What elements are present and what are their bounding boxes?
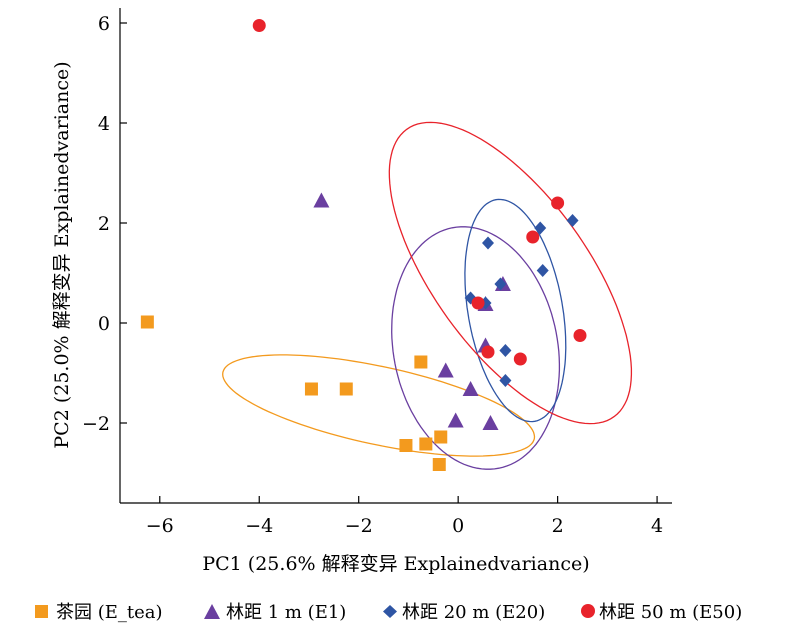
y-ticks: −2 0 2 4 6 [82, 13, 127, 435]
data-point-circle [252, 19, 266, 32]
legend: 茶园 (E_tea) 林距 1 m (E1) 林距 20 m (E20) 林距 … [35, 602, 742, 623]
data-point-triangle [437, 362, 454, 378]
y-tick-label: 6 [98, 13, 110, 35]
data-point-circle [513, 352, 527, 366]
data-point-diamond [534, 221, 547, 235]
legend-item-e50: 林距 50 m (E50) [581, 602, 742, 623]
data-point-diamond [494, 277, 507, 291]
data-point-diamond [499, 374, 512, 387]
data-point-square [304, 382, 318, 396]
legend-label-tea: 茶园 (E_tea) [56, 602, 163, 623]
data-point-diamond [566, 214, 579, 227]
data-point-triangle [462, 381, 479, 396]
data-point-square [434, 430, 448, 444]
x-tick-label: −6 [146, 515, 174, 537]
x-tick-label: 2 [552, 515, 564, 537]
confidence-ellipse-3 [388, 121, 633, 425]
confidence-ellipse-0 [222, 354, 536, 457]
legend-marker-circle [581, 604, 595, 618]
data-point-square [432, 458, 446, 471]
legend-label-e50: 林距 50 m (E50) [599, 602, 742, 623]
confidence-ellipse-2 [464, 198, 567, 423]
data-point-circle [481, 345, 495, 359]
x-tick-label: −4 [245, 515, 273, 537]
legend-item-tea: 茶园 (E_tea) [35, 602, 163, 623]
points-layer [140, 19, 587, 471]
x-tick-label: 4 [651, 515, 663, 537]
x-tick-label: 0 [452, 515, 464, 537]
x-axis-label: PC1 (25.6% 解释变异 Explainedvariance) [202, 553, 589, 575]
data-point-triangle [447, 412, 464, 428]
data-point-square [419, 437, 433, 451]
y-tick-label: 4 [98, 113, 110, 135]
data-point-square [140, 315, 154, 329]
x-ticks: −6 −4 −2 0 2 4 [146, 496, 663, 537]
axes: −6 −4 −2 0 2 4 −2 0 2 4 6 PC1 (25.6% 解释变异 Explain… [51, 8, 672, 575]
legend-item-e20: 林距 20 m (E20) [383, 602, 545, 623]
y-tick-label: −2 [82, 413, 110, 435]
legend-marker-diamond [383, 605, 397, 618]
legend-label-e20: 林距 20 m (E20) [402, 602, 545, 623]
data-point-circle [573, 329, 587, 342]
data-point-diamond [482, 236, 494, 250]
data-point-square [414, 355, 428, 369]
legend-marker-square [35, 605, 48, 618]
x-tick-label: −2 [345, 515, 373, 537]
legend-label-e1: 林距 1 m (E1) [226, 602, 346, 623]
data-point-circle [526, 230, 540, 244]
data-point-diamond [536, 264, 549, 277]
confidence-ellipse-1 [391, 226, 561, 470]
legend-marker-triangle [204, 604, 220, 619]
y-tick-label: 0 [98, 313, 110, 335]
ellipses-layer [222, 121, 633, 470]
data-point-square [399, 439, 413, 452]
data-point-square [339, 382, 353, 396]
data-point-diamond [499, 344, 512, 357]
legend-item-e1: 林距 1 m (E1) [204, 602, 346, 623]
y-tick-label: 2 [98, 213, 110, 235]
data-point-triangle [482, 415, 499, 430]
data-point-triangle [313, 192, 330, 208]
data-point-circle [471, 296, 485, 310]
y-axis-label: PC2 (25.0% 解释变异 Explainedvariance) [51, 61, 73, 448]
data-point-circle [551, 196, 565, 210]
